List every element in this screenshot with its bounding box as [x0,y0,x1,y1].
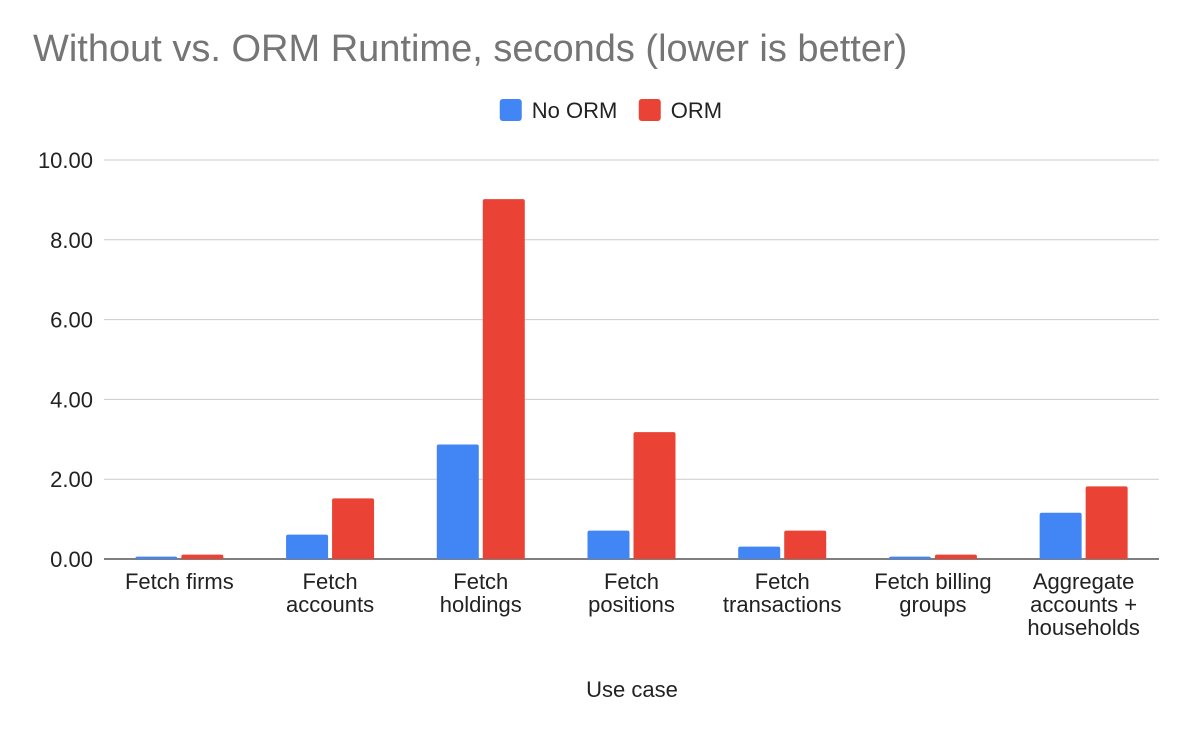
x-tick-label: Fetch positions [588,569,675,617]
legend-item: No ORM [499,98,618,123]
legend: No ORM ORM [499,98,722,123]
bar-orm [332,498,375,559]
bar-no-orm [1039,512,1082,559]
bar-orm [784,530,827,559]
bar-orm [633,432,676,559]
bar-orm [181,554,224,559]
legend-label: No ORM [532,98,618,123]
y-tick-label: 2.00 [50,467,93,492]
bars [135,199,1128,560]
gridlines [104,159,1159,560]
x-axis-label: Use case [586,677,678,702]
legend-item: ORM [638,98,722,123]
y-tick-label: 10.00 [38,148,93,173]
bar-orm [934,554,977,559]
x-axis-ticks: Fetch firms Fetch accounts Fetch holdings Fet… [125,569,1140,640]
legend-swatch [638,99,661,121]
chart-title: Without vs. ORM Runtime, seconds (lower … [33,28,908,70]
bar-orm [482,199,525,560]
bar-no-orm [135,556,178,559]
y-tick-label: 0.00 [50,547,93,572]
legend-label: ORM [671,98,722,123]
legend-swatch [499,99,522,121]
bar-no-orm [738,546,781,559]
y-tick-label: 6.00 [50,308,93,333]
x-tick-label: Aggregate accounts + households [1027,569,1140,640]
x-tick-label: Fetch holdings [440,569,522,617]
x-tick-label: Fetch billing groups [874,569,991,617]
x-tick-label: Fetch transactions [723,569,842,617]
bar-no-orm [888,556,931,559]
bar-no-orm [436,444,479,559]
x-tick-label: Fetch firms [125,569,234,594]
y-tick-label: 8.00 [50,228,93,253]
x-tick-label: Fetch accounts [286,569,374,617]
bar-no-orm [587,530,630,559]
bar-no-orm [286,534,329,559]
y-axis-ticks: 0.00 2.00 4.00 6.00 8.00 10.00 [38,148,93,572]
y-tick-label: 4.00 [50,387,93,412]
bar-orm [1085,486,1128,559]
